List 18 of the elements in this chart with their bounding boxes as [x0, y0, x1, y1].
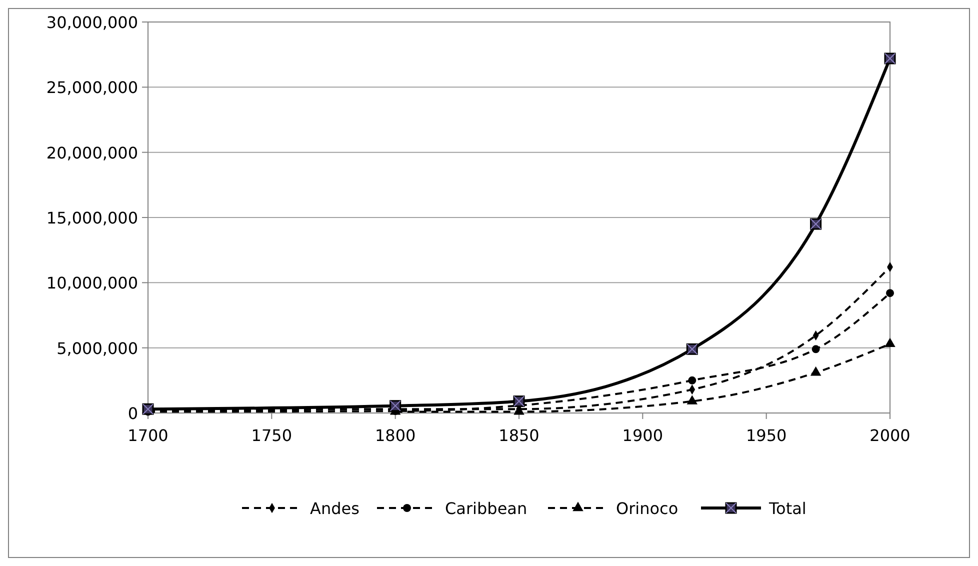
legend-label: Orinoco	[616, 499, 678, 518]
legend-label: Andes	[310, 499, 360, 518]
legend-label: Total	[768, 499, 806, 518]
x-tick-label: 1750	[251, 426, 292, 445]
y-tick-label: 20,000,000	[46, 143, 138, 162]
y-tick-label: 10,000,000	[46, 274, 138, 293]
x-tick-label: 1850	[498, 426, 540, 445]
x-tick-label: 1950	[746, 426, 787, 445]
y-tick-label: 15,000,000	[46, 208, 138, 228]
y-tick-label: 25,000,000	[46, 78, 138, 98]
x-tick-label: 2000	[870, 426, 910, 445]
y-tick-label: 0	[128, 404, 138, 423]
y-tick-label: 30,000,000	[46, 13, 138, 32]
x-tick-label: 1700	[128, 426, 168, 445]
x-tick-label: 1800	[374, 426, 416, 445]
y-tick-label: 5,000,000	[56, 338, 138, 358]
x-tick-label: 1900	[622, 426, 664, 445]
legend-label: Caribbean	[445, 499, 528, 518]
